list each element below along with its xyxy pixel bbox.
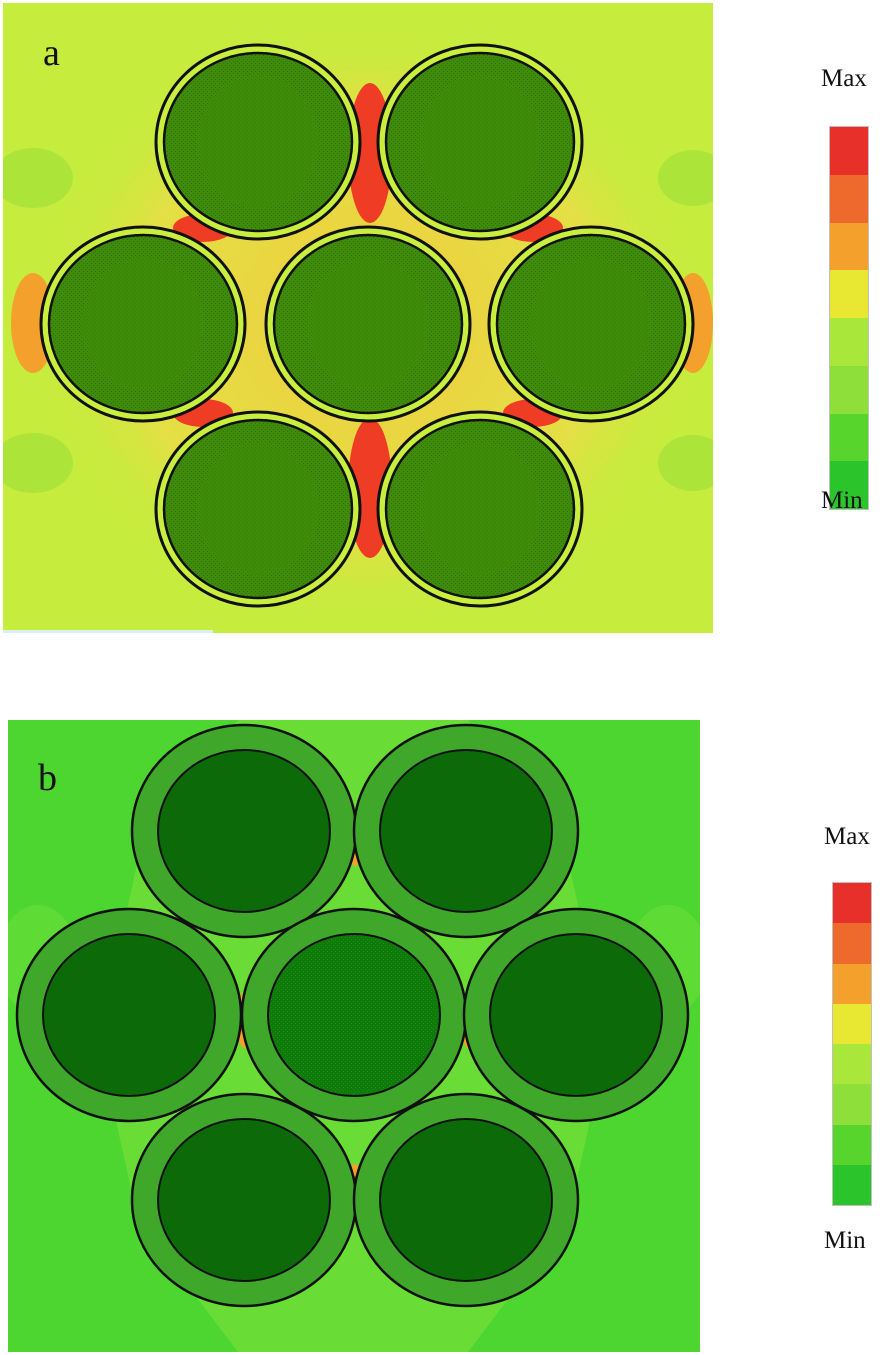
cylinder-a	[264, 225, 472, 423]
cylinder-b	[240, 907, 468, 1123]
colorbar-a	[829, 126, 869, 510]
cylinder-b	[130, 723, 358, 939]
colorbar-segment	[830, 222, 868, 271]
colorbar-segment	[830, 365, 868, 414]
colorbar-max-label-a: Max	[821, 65, 867, 92]
cylinders-b	[15, 723, 690, 1308]
contour-panel-a: a	[3, 3, 713, 633]
colorbar-segment	[830, 270, 868, 318]
colorbar-segment	[830, 127, 868, 175]
colorbar-segment	[833, 1164, 871, 1205]
colorbar-max-label-b: Max	[824, 823, 870, 850]
colorbar-min-label-a: Min	[821, 487, 863, 514]
colorbar-segment	[833, 963, 871, 1004]
panel-label-a: a	[43, 32, 60, 74]
cylinder-a	[376, 410, 584, 608]
cylinder-a	[376, 43, 584, 241]
colorbar-segment	[833, 883, 871, 924]
colorbar-segment	[833, 923, 871, 964]
cylinder-a	[154, 43, 362, 241]
contour-panel-b: b	[8, 720, 700, 1352]
cylinder-a	[154, 410, 362, 608]
colorbar-segment	[830, 461, 868, 509]
cylinder-b	[352, 1092, 580, 1308]
colorbar-segment	[833, 1124, 871, 1165]
cylinder-a	[487, 225, 695, 423]
colorbar-segment	[833, 1084, 871, 1125]
colorbar-segment	[830, 174, 868, 223]
field-contour-plot-a: a	[3, 3, 713, 633]
colorbar-legend-a: Max Min	[815, 62, 885, 522]
panel-label-b: b	[38, 757, 57, 799]
cylinder-b	[130, 1092, 358, 1308]
colorbar-min-label-b: Min	[824, 1227, 866, 1254]
cylinder-b	[352, 723, 580, 939]
colorbar-segment	[833, 1044, 871, 1085]
colorbar-b	[832, 882, 872, 1206]
cylinder-a	[39, 225, 247, 423]
cylinder-b	[462, 907, 690, 1123]
colorbar-segment	[830, 318, 868, 366]
cylinder-b	[15, 907, 243, 1123]
colorbar-legend-b: Max Min	[818, 820, 885, 1280]
cylinders-a	[39, 43, 695, 608]
field-contour-plot-b: b	[8, 720, 700, 1352]
colorbar-segment	[830, 413, 868, 462]
colorbar-segment	[833, 1003, 871, 1044]
